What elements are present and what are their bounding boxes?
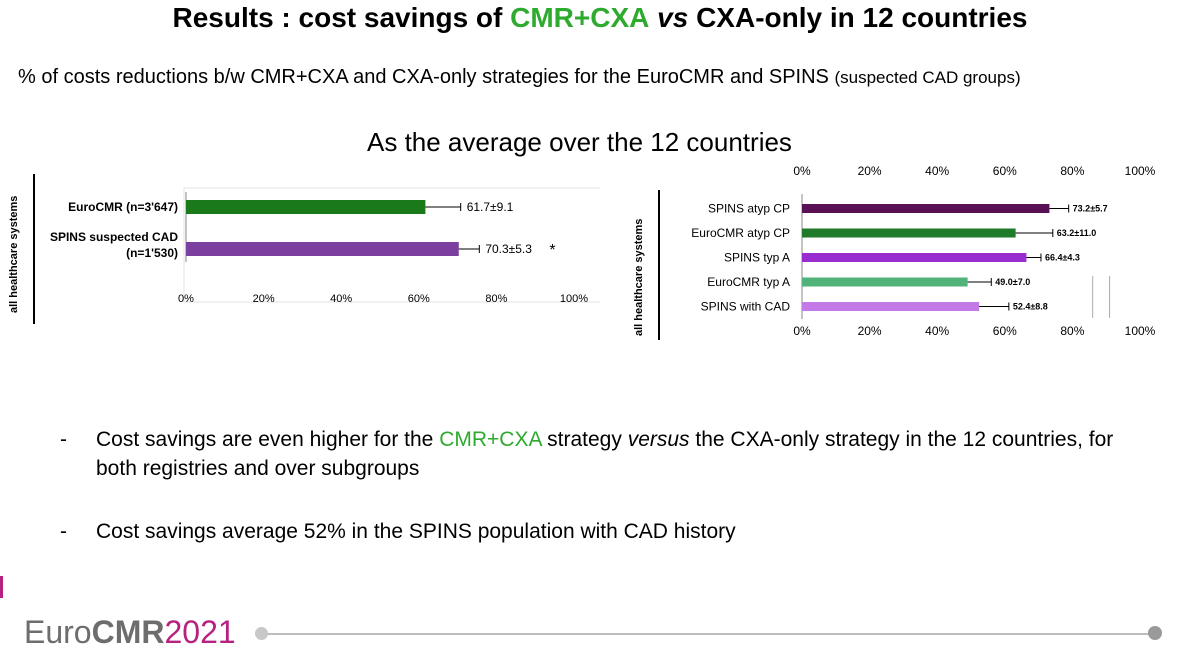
chart2-x-tick-bottom: 100% (1125, 324, 1156, 338)
chart2-svg: 0% 0% 20% 20% 40% 40% 60% 60% 80% 80% 100% 100% 73.2… (691, 164, 1156, 338)
chart1-annotation: * (549, 242, 555, 259)
chart2-x-tick-bottom: 40% (925, 324, 949, 338)
bullet-1-post: the CXA-only strategy in the 12 countrie… (96, 428, 1114, 480)
subtitle-main: % of costs reductions b/w CMR+CXA and CX… (18, 66, 835, 88)
chart1-x-tick: 80% (485, 293, 507, 305)
chart1-plot-frame (183, 187, 600, 303)
logo-cmr: CMR (91, 614, 165, 650)
chart1-data-label: 61.7±9.1 (467, 200, 514, 214)
bullet-2-text: Cost savings average 52% in the SPINS po… (96, 520, 736, 543)
bullet-1-pre: Cost savings are even higher for the (96, 428, 440, 451)
chart2-data-label: 52.4±8.8 (1013, 302, 1048, 312)
chart2-bar (802, 302, 980, 311)
logo-year: 2021 (164, 614, 236, 650)
footer-dot-right (1148, 626, 1162, 640)
chart1-axis-rule (33, 174, 35, 324)
bullet-dash: - (60, 520, 67, 543)
chart2-bar (802, 228, 1016, 238)
title-text-end: CXA-only in 12 countries (696, 2, 1028, 33)
bullet-1-italic: versus (627, 428, 690, 451)
slide-title: Results : cost savings of CMR+CXA vs CXA… (0, 2, 1200, 34)
bullet-2: - Cost savings average 52% in the SPINS … (60, 517, 1160, 547)
chart2-category-label: EuroCMR typ A (707, 275, 790, 289)
chart2-x-tick-bottom: 20% (858, 324, 882, 338)
chart2-category-label: SPINS atyp CP (708, 202, 790, 216)
footer-dot-left (255, 627, 268, 640)
chart2-x-tick-bottom: 80% (1060, 324, 1084, 338)
chart2-bar (802, 204, 1050, 213)
chart2-data-label: 73.2±5.7 (1073, 204, 1108, 214)
bullet-1-text: Cost savings are even higher for the CMR… (96, 425, 1116, 483)
chart2-x-tick-top: 0% (793, 164, 811, 178)
footer-line (262, 633, 1156, 635)
chart2-category-label: EuroCMR atyp CP (691, 226, 790, 240)
chart2-x-tick-top: 80% (1060, 164, 1084, 178)
chart2-axis-rule (658, 190, 660, 340)
chart1-bar (186, 200, 426, 214)
chart2-x-tick-top: 20% (858, 164, 882, 178)
chart2-x-tick-bottom: 60% (993, 324, 1017, 338)
average-heading: As the average over the 12 countries (367, 127, 792, 157)
chart1-x-tick: 100% (560, 293, 588, 305)
bullet-dash: - (60, 428, 67, 451)
chart1-x-tick: 0% (178, 293, 194, 305)
chart1-data-label: 70.3±5.3 (485, 242, 532, 256)
subtitle-small: (suspected CAD groups) (834, 68, 1021, 87)
title-text: Results : cost savings of (172, 2, 511, 33)
chart1-x-tick: 60% (408, 293, 430, 305)
chart1-x-tick: 20% (253, 293, 275, 305)
chart1-category-label: SPINS suspected CAD (50, 230, 178, 244)
chart1-category-label: EuroCMR (n=3'647) (68, 200, 178, 214)
chart1-bar (186, 242, 459, 256)
bullet-1-green: CMR+CXA (439, 428, 542, 451)
bullet-1-mid: strategy (541, 428, 628, 451)
chart2-x-tick-top: 60% (993, 164, 1017, 178)
chart2-bar (802, 277, 968, 287)
logo-euro: Euro (24, 614, 92, 650)
chart2-category-label: SPINS typ A (724, 251, 790, 265)
chart2-x-tick-top: 40% (925, 164, 949, 178)
slide-subtitle: % of costs reductions b/w CMR+CXA and CX… (18, 66, 1021, 89)
chart1-category-label: (n=1'530) (126, 246, 178, 260)
chart2-category-label: SPINS with CAD (701, 300, 791, 314)
chart2-data-label: 49.0±7.0 (995, 277, 1030, 287)
chart2-data-label: 63.2±11.0 (1057, 228, 1096, 238)
chart2-x-tick-bottom: 0% (793, 324, 811, 338)
chart2-data-label: 66.4±4.3 (1045, 253, 1080, 263)
bullet-1: - Cost savings are even higher for the C… (60, 425, 1160, 485)
chart2-bar (802, 253, 1027, 262)
chart2-x-tick-top: 100% (1125, 164, 1156, 178)
side-accent-mark (0, 576, 3, 598)
chart1-svg: 61.7±9.1 EuroCMR (n=3'647) 70.3±5.3 * SPINS … (50, 187, 600, 305)
title-vs: vs (649, 2, 697, 33)
chart1-x-tick: 40% (330, 293, 352, 305)
eurocmr-logo: EuroCMR2021 (24, 614, 236, 651)
title-cmr-cxa: CMR+CXA (510, 2, 650, 33)
